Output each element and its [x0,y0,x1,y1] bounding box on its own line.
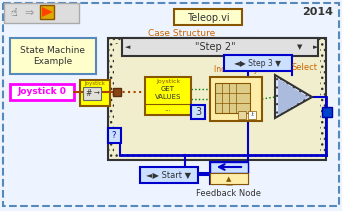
Bar [210,173,248,184]
Bar [210,77,262,121]
Text: Joystick 0: Joystick 0 [17,88,66,96]
Bar [113,88,121,96]
Bar [108,128,121,143]
Bar [248,111,256,119]
Text: Joystick: Joystick [156,78,180,84]
Polygon shape [275,75,312,118]
Polygon shape [42,7,53,17]
Text: →: → [94,91,100,97]
Text: ?: ? [112,131,116,141]
Text: ◄▶ Start ▼: ◄▶ Start ▼ [146,170,192,180]
Bar [10,84,74,100]
Text: ▲: ▲ [226,176,232,182]
Text: Case Structure: Case Structure [148,30,215,38]
Bar [210,162,248,173]
Text: 2014: 2014 [302,7,333,17]
Text: "Step 2": "Step 2" [195,42,235,52]
Bar [140,167,198,183]
Polygon shape [278,79,308,115]
Text: ◄: ◄ [125,44,131,50]
Bar [174,9,242,25]
Text: State Machine
Example: State Machine Example [21,46,86,66]
Text: ►: ► [313,44,319,50]
Bar [191,105,205,119]
Bar [122,38,318,56]
Text: GET: GET [161,86,175,92]
Text: VALUES: VALUES [155,94,181,100]
Text: Feedback Node: Feedback Node [197,188,262,197]
Text: —: — [225,182,233,188]
Text: ⇒: ⇒ [24,8,34,18]
Text: ◄▶ Step 3 ▼: ◄▶ Step 3 ▼ [235,60,281,69]
Bar [145,77,191,115]
Text: Joystick: Joystick [84,81,105,85]
Bar [215,83,250,113]
Text: #: # [86,89,92,99]
Bar [238,111,246,119]
Text: ...: ... [165,106,171,112]
Bar [10,38,96,74]
Text: .t: .t [250,112,254,118]
Text: ▼: ▼ [297,44,303,50]
Text: ☝: ☝ [11,8,17,18]
Bar [83,87,101,100]
Bar [40,5,54,19]
Text: 3: 3 [195,107,201,117]
Bar [80,80,110,106]
Text: Teleop.vi: Teleop.vi [187,13,229,23]
Bar [210,162,248,184]
Text: Select: Select [292,62,318,72]
Bar [4,3,79,23]
Bar [114,44,320,154]
Bar [224,55,292,71]
Text: Index Array: Index Array [214,65,258,74]
Bar [108,38,326,160]
Bar [322,107,332,117]
